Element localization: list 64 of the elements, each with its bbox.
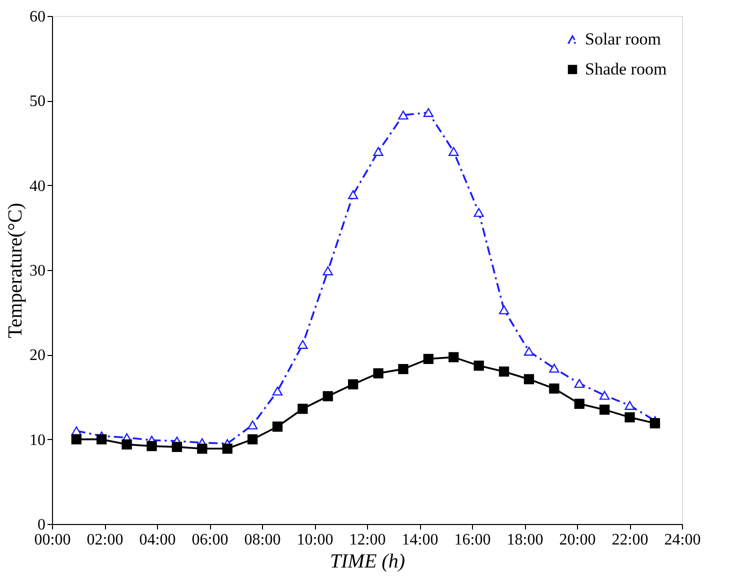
point [197,444,208,454]
point [599,390,610,400]
point [448,146,459,156]
x-tick-label: 02:00 [86,532,124,548]
point [172,442,182,452]
point [574,398,584,409]
point [373,146,384,156]
point [549,383,560,394]
point [498,366,510,377]
point [599,404,610,415]
point [650,418,660,428]
point [474,360,484,371]
y-tick-label: 40 [30,178,46,195]
y-tick-label: 0 [38,516,46,534]
point [96,434,107,444]
x-tick-label: 16:00 [454,532,491,548]
x-tick-label: 22:00 [612,532,648,548]
x-tick-label: 24:00 [664,532,701,548]
point [373,368,384,378]
point [146,441,157,452]
x-tick-label: 06:00 [192,532,228,548]
point [348,190,358,200]
point [247,420,258,430]
x-tick-label: 08:00 [244,532,281,548]
point [348,379,358,390]
y-tick-label: 60 [30,8,46,26]
y-tick-label: 10 [30,432,46,449]
point [448,352,459,362]
x-tick-label: 10:00 [296,532,334,548]
x-tick-label: 18:00 [506,532,544,548]
point [122,439,132,450]
point [322,391,333,402]
legend-label: Shade room [585,60,667,78]
point [423,354,434,364]
point [624,400,635,410]
y-tick-label: 30 [30,262,46,280]
x-tick-label: 20:00 [559,532,596,548]
point [498,305,510,314]
point [272,422,283,432]
point [574,378,584,388]
point [549,364,560,373]
point [524,346,534,356]
point [71,434,82,444]
y-tick-label: 50 [30,93,46,110]
point [624,412,635,422]
y-tick-label: 20 [30,347,46,364]
point [222,444,232,454]
point [474,208,484,217]
point [247,434,258,444]
x-tick-label: 12:00 [349,532,386,548]
x-tick-label: 14:00 [402,532,438,548]
point [298,340,308,349]
point [322,266,333,276]
legend-label: Solar room [585,30,662,48]
y-axis-title: Temperature(°C) [4,202,26,338]
point [423,108,434,117]
point [272,386,283,396]
x-tick-label: 04:00 [139,532,176,548]
point [398,364,408,374]
point [298,404,308,414]
point [524,374,534,384]
point [398,110,408,120]
x-axis-title: TIME (h) [330,550,406,572]
x-tick-label: 00:00 [34,532,71,548]
